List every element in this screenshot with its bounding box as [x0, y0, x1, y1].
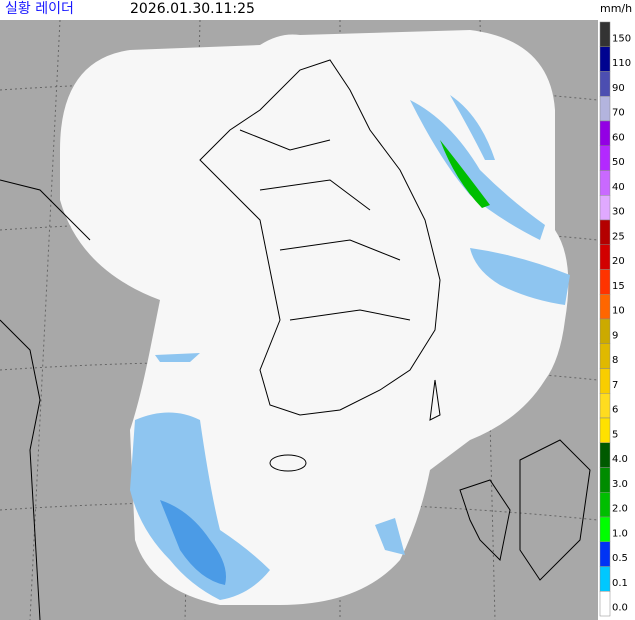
legend-swatch — [599, 195, 611, 221]
legend-swatch — [599, 294, 611, 320]
legend-label: 0.0 — [612, 603, 628, 614]
legend-label: 1.0 — [612, 528, 628, 539]
precipitation — [130, 95, 570, 600]
radar-map — [0, 20, 598, 620]
legend-label: 20 — [612, 256, 625, 267]
legend-swatch — [599, 541, 611, 567]
legend-label: 5 — [612, 429, 618, 440]
legend-swatch — [599, 145, 611, 171]
legend-swatch — [599, 492, 611, 518]
legend-swatch — [599, 219, 611, 245]
jeju — [269, 454, 307, 472]
peninsula — [199, 59, 441, 416]
legend-label: 8 — [612, 355, 618, 366]
legend-swatch — [599, 467, 611, 493]
legend-swatch — [599, 516, 611, 542]
legend-label: 15 — [612, 281, 625, 292]
legend-label: 6 — [612, 405, 618, 416]
legend-label: 0.5 — [612, 553, 628, 564]
legend-label: 7 — [612, 380, 618, 391]
coastlines — [0, 59, 591, 620]
legend-swatch — [599, 318, 611, 344]
legend-swatch — [599, 269, 611, 295]
legend-swatch — [599, 343, 611, 369]
legend-swatch — [599, 368, 611, 394]
rain-area — [155, 353, 200, 362]
island — [429, 379, 441, 421]
legend-swatch — [599, 417, 611, 443]
province-borders — [239, 129, 411, 321]
legend-swatch — [599, 71, 611, 97]
legend-label: 25 — [612, 231, 625, 242]
legend-swatch — [599, 442, 611, 468]
legend-label: 30 — [612, 207, 625, 218]
legend-swatch — [599, 244, 611, 270]
rain-area — [450, 95, 495, 160]
legend-label: 40 — [612, 182, 625, 193]
rain-area — [470, 248, 570, 305]
rain-area — [160, 500, 226, 585]
legend-swatch — [599, 170, 611, 196]
rain-core — [440, 140, 490, 208]
legend-label: 10 — [612, 306, 625, 317]
china-coast — [0, 179, 91, 620]
legend-label: 3.0 — [612, 479, 628, 490]
legend-label: 2.0 — [612, 504, 628, 515]
legend-swatch — [599, 96, 611, 122]
legend-label: 90 — [612, 83, 625, 94]
legend-label: 9 — [612, 330, 618, 341]
rain-area — [130, 412, 270, 600]
legend-label: 4.0 — [612, 454, 628, 465]
legend-label: 0.1 — [612, 578, 628, 589]
unit: mm/h — [600, 2, 633, 15]
japan-coast — [459, 439, 591, 581]
legend-label: 50 — [612, 157, 625, 168]
title: 실황 레이더 — [5, 1, 74, 17]
rain-area — [410, 100, 545, 240]
legend-swatch — [599, 393, 611, 419]
legend-swatch — [599, 120, 611, 146]
legend-label: 60 — [612, 132, 625, 143]
rain-area — [375, 518, 405, 555]
legend-label: 150 — [612, 33, 631, 44]
legend-swatch — [599, 21, 611, 47]
legend: 150 110 90 70 60 50 40 30 25 20 15 10 9 8 7 6 5 4.0 3.0 2.0… — [599, 21, 631, 617]
legend-swatch — [599, 566, 611, 592]
timestamp: 2026.01.30.11:25 — [130, 1, 255, 17]
legend-swatch — [599, 591, 611, 617]
legend-swatch — [599, 46, 611, 72]
legend-label: 110 — [612, 58, 631, 69]
legend-label: 70 — [612, 108, 625, 119]
